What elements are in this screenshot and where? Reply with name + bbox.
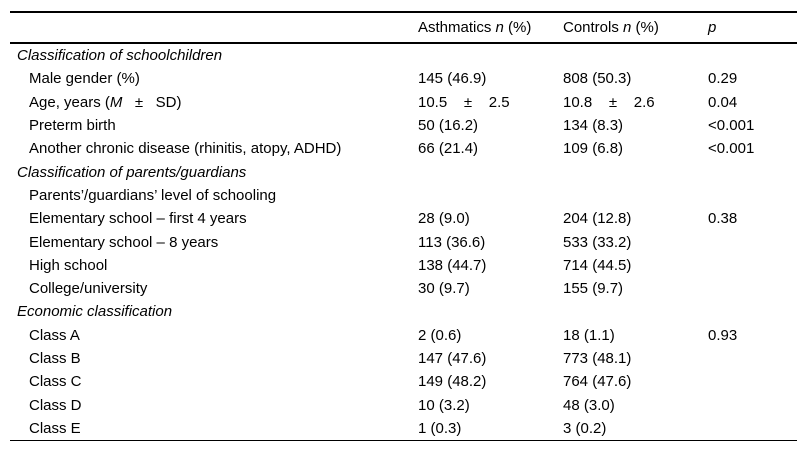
row-label: College/university [10, 280, 418, 297]
table-row: Preterm birth 50 (16.2) 134 (8.3) <0.001 [10, 114, 797, 137]
results-table: Asthmatics n (%) Controls n (%) p Classifi… [10, 11, 797, 442]
cell-controls: 109 (6.8) [563, 140, 624, 158]
cell-asthmatics: 66 (21.4) [418, 140, 479, 158]
text-segment: Class A [29, 326, 80, 344]
text-segment: Class B [29, 350, 81, 367]
row-label: Elementary school – first 4 years [10, 210, 418, 227]
text-segment: Male gender (%) [29, 70, 140, 88]
table-row: Another chronic disease (rhinitis, atopy… [10, 137, 797, 160]
cell-asthmatics: 138 (44.7) [418, 256, 487, 274]
row-label: Parents’/guardians’ level of schooling [10, 187, 418, 204]
cell-asthmatics: 147 (47.6) [418, 350, 487, 367]
cell-controls: 3 (0.2) [563, 419, 607, 437]
row-label: Class D [10, 397, 418, 414]
table-row: Class C 149 (48.2) 764 (47.6) [10, 370, 797, 393]
text-segment: n [623, 19, 632, 36]
row-label: Male gender (%) [10, 70, 418, 87]
table-row: Class E 1 (0.3) 3 (0.2) [10, 417, 797, 440]
table-body: Classification of schoolchildren Male gen… [10, 44, 797, 442]
text-segment: Elementary school – 8 years [29, 233, 219, 251]
cell-controls: 533 (33.2) [563, 233, 632, 251]
text-segment: Parents’/guardians’ level of schooling [29, 186, 277, 204]
section-row: Classification of parents/guardians [10, 160, 797, 183]
header-p: p [708, 19, 797, 36]
row-label: Another chronic disease (rhinitis, atopy… [10, 140, 418, 157]
cell-controls: 808 (50.3) [563, 70, 632, 88]
section-row: Economic classification [10, 300, 797, 323]
cell-asthmatics: 1 (0.3) [418, 419, 462, 437]
cell-p: 0.93 [708, 326, 738, 344]
cell-asthmatics: 2 (0.6) [418, 326, 462, 344]
text-segment: p [708, 19, 717, 36]
row-label: Preterm birth [10, 117, 418, 134]
text-segment: College/university [29, 280, 148, 298]
cell-controls: 10.8 ± 2.6 [563, 93, 655, 111]
text-segment: Preterm birth [29, 117, 116, 135]
cell-asthmatics: 145 (46.9) [418, 70, 487, 88]
row-label: Class B [10, 350, 418, 367]
table-header-row: Asthmatics n (%) Controls n (%) p [10, 11, 797, 44]
cell-p: 0.29 [708, 70, 738, 88]
text-segment: ± SD) [122, 93, 182, 111]
cell-controls: 155 (9.7) [563, 280, 624, 298]
table-row: High school 138 (44.7) 714 (44.5) [10, 254, 797, 277]
cell-controls: 204 (12.8) [563, 210, 632, 228]
cell-controls: 48 (3.0) [563, 396, 615, 414]
cell-asthmatics: 10.5 ± 2.5 [418, 93, 510, 111]
text-segment: Class E [29, 419, 81, 437]
cell-asthmatics: 50 (16.2) [418, 117, 479, 135]
row-label: Class A [10, 327, 418, 344]
table-row: Elementary school – first 4 years 28 (9.0… [10, 207, 797, 230]
row-label: Classification of parents/guardians [10, 164, 418, 181]
table-row: Male gender (%) 145 (46.9) 808 (50.3) 0.29 [10, 67, 797, 90]
row-label: Economic classification [10, 303, 418, 320]
cell-controls: 773 (48.1) [563, 350, 632, 367]
cell-p: 0.38 [708, 210, 738, 228]
text-segment: Asthmatics [418, 19, 496, 36]
cell-controls: 134 (8.3) [563, 117, 624, 135]
row-label: Age, years (M ± SD) [10, 94, 418, 111]
text-segment: Classification of schoolchildren [17, 47, 223, 65]
text-segment: Controls [563, 19, 624, 36]
cell-p: <0.001 [708, 117, 755, 135]
section-row: Classification of schoolchildren [10, 44, 797, 67]
table-row: Class A 2 (0.6) 18 (1.1) 0.93 [10, 324, 797, 347]
row-label: Classification of schoolchildren [10, 47, 418, 64]
header-asthmatics: Asthmatics n (%) [418, 19, 563, 36]
cell-asthmatics: 113 (36.6) [418, 233, 486, 251]
text-segment: M [109, 93, 123, 111]
cell-controls: 714 (44.5) [563, 256, 632, 274]
text-segment: n [495, 19, 504, 36]
table-row: Age, years (M ± SD) 10.5 ± 2.5 10.8 ± 2.6 0… [10, 91, 797, 114]
row-label: High school [10, 257, 418, 274]
table-row: Class B 147 (47.6) 773 (48.1) [10, 347, 797, 370]
text-segment: Class C [29, 373, 82, 391]
text-segment: (%) [631, 19, 659, 36]
text-segment: Class D [29, 396, 82, 414]
text-segment: Classification of parents/guardians [17, 163, 247, 181]
table-row: College/university 30 (9.7) 155 (9.7) [10, 277, 797, 300]
text-segment: Economic classification [17, 303, 173, 321]
cell-asthmatics: 30 (9.7) [418, 280, 470, 298]
text-segment: Elementary school – first 4 years [29, 210, 247, 228]
text-segment: High school [29, 256, 108, 274]
table-row: Parents’/guardians’ level of schooling [10, 184, 797, 207]
row-label: Elementary school – 8 years [10, 234, 418, 251]
text-segment: Age, years ( [29, 93, 110, 111]
cell-controls: 764 (47.6) [563, 373, 632, 391]
row-label: Class C [10, 373, 418, 390]
table-row: Class D 10 (3.2) 48 (3.0) [10, 393, 797, 416]
header-controls: Controls n (%) [563, 19, 708, 36]
cell-p: 0.04 [708, 93, 738, 111]
cell-asthmatics: 149 (48.2) [418, 373, 487, 391]
row-label: Class E [10, 420, 418, 437]
cell-p: <0.001 [708, 140, 755, 158]
cell-asthmatics: 28 (9.0) [418, 210, 470, 228]
table-row: Elementary school – 8 years 113 (36.6) 533… [10, 230, 797, 253]
cell-asthmatics: 10 (3.2) [418, 396, 470, 414]
text-segment: Another chronic disease (rhinitis, atopy… [29, 140, 342, 158]
text-segment: (%) [503, 19, 532, 36]
cell-controls: 18 (1.1) [563, 326, 615, 344]
